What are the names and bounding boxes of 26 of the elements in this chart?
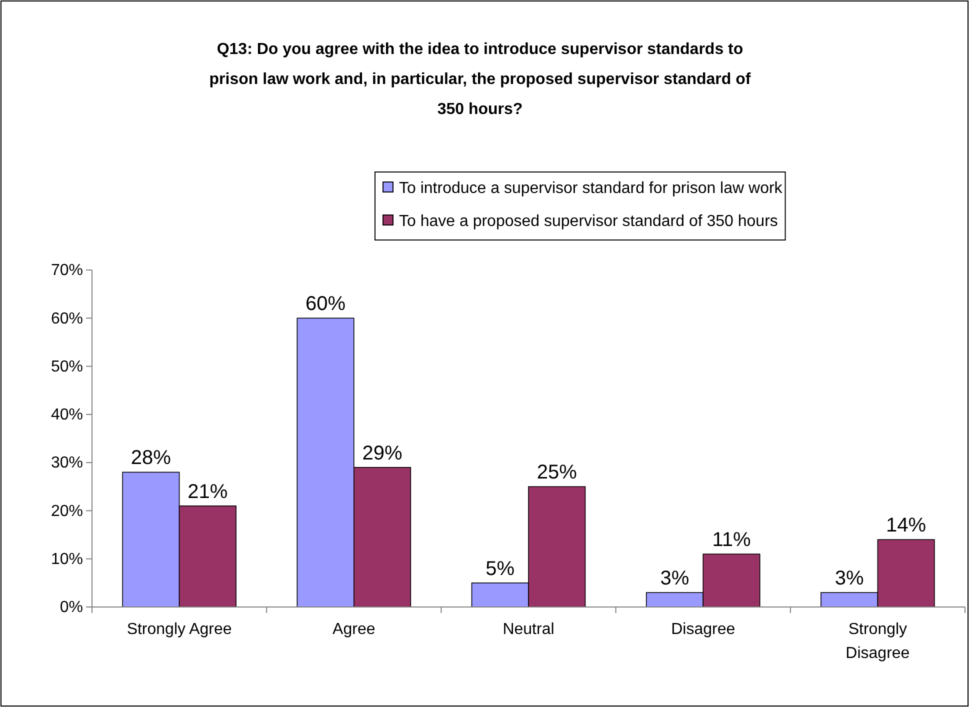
x-tick-label: Strongly Disagree xyxy=(846,621,910,662)
x-tick-label: Neutral xyxy=(502,621,554,638)
data-label: 3% xyxy=(834,568,864,590)
x-tick-label: Strongly Agree xyxy=(126,621,232,638)
data-label: 3% xyxy=(660,568,690,590)
y-tick-label: 50% xyxy=(50,358,83,376)
x-tick-label: Disagree xyxy=(671,621,736,638)
data-label: 28% xyxy=(130,447,172,470)
data-label: 5% xyxy=(486,558,515,580)
y-tick-label: 30% xyxy=(50,454,83,472)
legend-label: To introduce a supervisor standard for prison law work xyxy=(399,180,784,197)
x-tick-label: Agree xyxy=(332,621,376,638)
y-tick-label: 60% xyxy=(50,310,83,328)
y-tick-label: 10% xyxy=(50,550,83,568)
data-label: 21% xyxy=(188,480,228,503)
data-label: 29% xyxy=(362,442,403,464)
y-tick-label: 0% xyxy=(60,599,83,616)
y-tick-label: 40% xyxy=(50,406,83,424)
y-tick-label: 20% xyxy=(50,502,83,520)
y-tick-label: 70% xyxy=(50,262,83,280)
data-label: 60% xyxy=(306,293,346,316)
chart-title: Q13: Do you agree with the idea to introduce supervisor standards to prison law work and, in particular, the proposed supervisor standard of 350 hours? xyxy=(209,41,752,118)
data-label: 11% xyxy=(712,529,751,552)
legend-label: To have a proposed supervisor standard of 350 hours xyxy=(399,213,778,230)
data-label: 14% xyxy=(886,514,926,537)
data-label: 25% xyxy=(536,462,578,484)
